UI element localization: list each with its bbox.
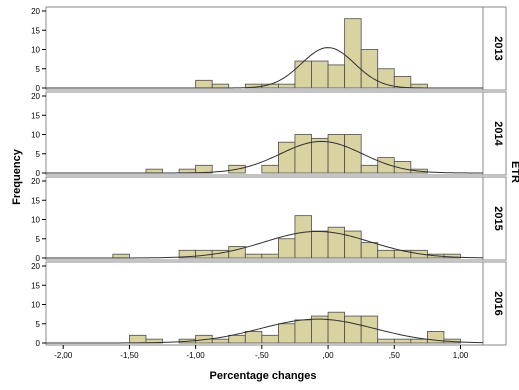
panel-2015: 2015 0 5 10 15 20 <box>31 176 507 263</box>
histogram-bar <box>311 315 329 344</box>
panel-2013: 2013 0 5 10 15 20 <box>31 6 507 93</box>
normal-curve <box>46 140 484 174</box>
histogram-bar <box>410 338 428 344</box>
y-tick-label: 5 <box>36 235 41 244</box>
panel-strip-label: 2013 <box>492 36 504 60</box>
y-tick-label: 10 <box>31 301 40 310</box>
y-tick-label: 20 <box>31 7 40 16</box>
y-tick-label: 15 <box>31 111 40 120</box>
normal-curve <box>46 230 484 259</box>
y-tick-label: 15 <box>31 281 40 290</box>
histogram-bar <box>211 338 230 344</box>
histogram-bar <box>129 334 147 344</box>
histogram-bar <box>244 253 263 259</box>
histogram-bar <box>360 49 379 89</box>
x-tick-label: ,50 <box>389 351 401 360</box>
x-tick-label: ,00 <box>323 351 335 360</box>
y-tick-label: 10 <box>31 46 40 55</box>
y-axis-label: Frequency <box>11 148 23 205</box>
histogram-bar <box>327 134 346 174</box>
panel-frame <box>45 6 484 91</box>
facet-label: ETR <box>509 161 519 183</box>
histogram-bar <box>261 253 279 259</box>
histogram-bar <box>360 315 379 344</box>
y-tick-label: 20 <box>31 262 40 271</box>
panel-frame <box>45 91 484 176</box>
panel-frame <box>45 176 484 261</box>
panel-strip-label: 2015 <box>492 206 504 230</box>
y-tick-label: 0 <box>36 339 41 348</box>
histogram-bar <box>294 319 312 344</box>
y-tick-label: 0 <box>36 84 41 93</box>
y-tick-label: 5 <box>36 150 41 159</box>
y-tick-label: 15 <box>31 196 40 205</box>
x-axis-label: Percentage changes <box>210 370 317 382</box>
histogram-bar <box>145 168 163 174</box>
histogram-bar <box>360 242 379 259</box>
panel-strip <box>482 91 507 176</box>
histogram-bar <box>195 164 213 174</box>
histogram-bar <box>377 68 395 89</box>
histogram-bar <box>112 253 130 259</box>
histogram-bar <box>311 230 329 259</box>
histogram-bar <box>261 164 279 174</box>
histogram-bar <box>228 334 246 344</box>
histogram-bar <box>344 18 362 89</box>
y-tick-label: 10 <box>31 216 40 225</box>
y-tick-label: 20 <box>31 177 40 186</box>
normal-curve <box>46 318 484 344</box>
histogram-bar <box>377 338 395 344</box>
panel-2016: 2016 0 5 10 15 20 <box>31 261 507 348</box>
histogram-bar <box>228 246 246 259</box>
histogram-bar <box>278 238 296 259</box>
x-tick-label: -,50 <box>255 351 269 360</box>
y-tick-label: 0 <box>36 169 41 178</box>
panels-layer: 2013051015202014051015202015051015202016… <box>31 6 507 348</box>
histogram-bar <box>393 76 412 89</box>
histogram-bar <box>327 64 346 89</box>
histogram-bar <box>195 79 213 89</box>
histogram-bar <box>311 137 329 174</box>
histogram-bar <box>294 134 312 174</box>
panel-strip-label: 2016 <box>492 291 504 315</box>
histogram-bar <box>211 83 230 89</box>
y-tick-label: 20 <box>31 92 40 101</box>
histogram-bar <box>311 60 329 89</box>
panel-strip-label: 2014 <box>492 121 504 146</box>
histogram-bar <box>278 141 296 174</box>
x-tick-label: -1,00 <box>187 351 206 360</box>
normal-curve <box>46 47 483 89</box>
panel-frame <box>45 261 484 346</box>
x-tick-label: -2,00 <box>54 351 73 360</box>
panel-strip <box>482 261 507 346</box>
histogram-bar <box>344 134 362 174</box>
histogram-bar <box>327 311 346 344</box>
histogram-bar <box>261 334 279 344</box>
histogram-bar <box>393 338 412 344</box>
histogram-bar <box>360 164 379 174</box>
histogram-bar <box>377 249 395 259</box>
histogram-bar <box>426 331 445 344</box>
y-tick-label: 5 <box>36 65 41 74</box>
histogram-bar <box>294 60 312 89</box>
y-tick-label: 5 <box>36 320 41 329</box>
histogram-bar <box>244 331 263 344</box>
histogram-bar <box>278 323 296 344</box>
panel-2014: 2014 0 5 10 15 20 <box>31 91 507 178</box>
histogram-bar <box>393 161 412 174</box>
histogram-bar <box>278 83 296 89</box>
y-tick-label: 10 <box>31 131 40 140</box>
panel-strip <box>482 6 507 91</box>
y-tick-label: 15 <box>31 26 40 35</box>
x-axis: -2,00 -1,50 -1,00 -,50 ,00 ,50 1,00 <box>54 345 469 360</box>
x-tick-label: -1,50 <box>120 351 139 360</box>
histogram-bar <box>294 215 312 259</box>
panel-strip <box>482 176 507 261</box>
x-tick-label: 1,00 <box>453 351 469 360</box>
histogram-bar <box>344 315 362 344</box>
y-tick-label: 0 <box>36 254 41 263</box>
